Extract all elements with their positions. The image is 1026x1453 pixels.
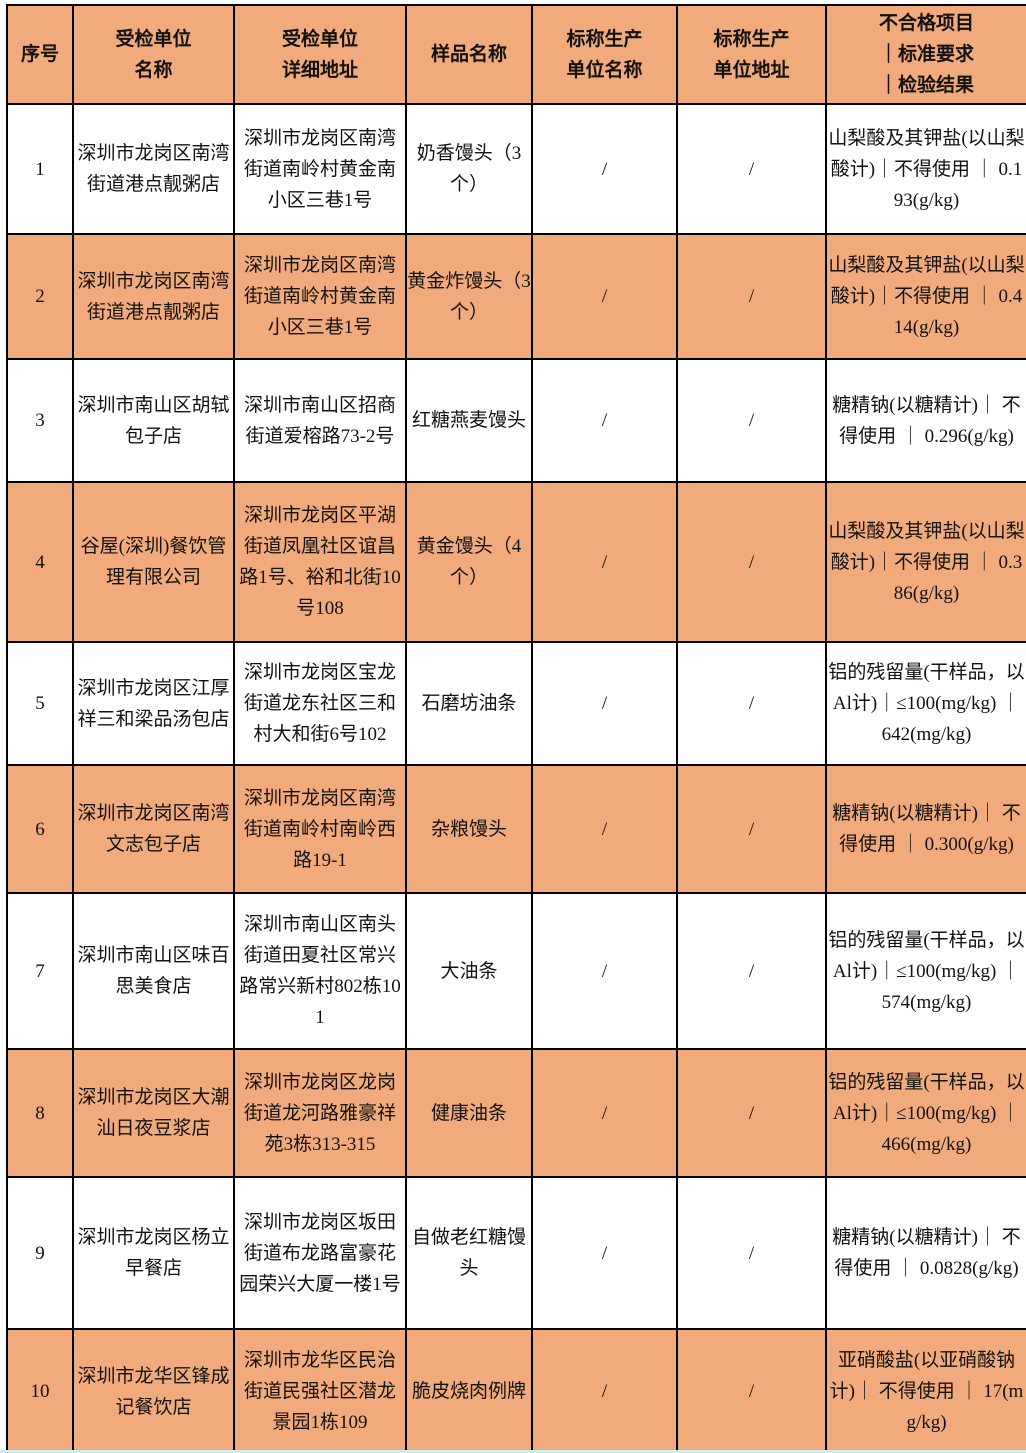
cell-sample-name: 奶香馒头（3个） (405, 103, 533, 235)
cell-serial-number: 8 (6, 1048, 74, 1178)
cell-serial-number: 7 (6, 892, 74, 1050)
cell-producer-name: / (531, 103, 678, 235)
cell-unit-name: 深圳市龙岗区南湾文志包子店 (72, 764, 235, 894)
table-row: 10 深圳市龙华区锋成记餐饮店 深圳市龙华区民治街道民强社区潜龙景园1栋109 脆皮烧… (6, 1328, 1026, 1453)
table-row: 9 深圳市龙岗区杨立早餐店 深圳市龙岗区坂田街道布龙路富豪花园荣兴大厦一楼1号 自做老… (6, 1176, 1026, 1330)
cell-unit-address: 深圳市龙华区民治街道民强社区潜龙景园1栋109 (233, 1328, 407, 1453)
cell-sample-name: 脆皮烧肉例牌 (405, 1328, 533, 1453)
header-producer-name: 标称生产 单位名称 (531, 4, 678, 105)
cell-unit-address: 深圳市龙岗区坂田街道布龙路富豪花园荣兴大厦一楼1号 (233, 1176, 407, 1330)
cell-sample-name: 自做老红糖馒头 (405, 1176, 533, 1330)
cell-producer-name: / (531, 641, 678, 766)
table-row: 5 深圳市龙岗区江厚祥三和梁品汤包店 深圳市龙岗区宝龙街道龙东社区三和村大和街6号1… (6, 641, 1026, 766)
table-header-row: 序号 受检单位 名称 受检单位 详细地址 样品名称 标称生产 单位名称 标称生产… (6, 4, 1026, 105)
table-body: 1 深圳市龙岗区南湾街道港点靓粥店 深圳市龙岗区南湾街道南岭村黄金南小区三巷1号 奶香… (6, 103, 1026, 1453)
cell-serial-number: 3 (6, 358, 74, 483)
table-row: 7 深圳市南山区味百思美食店 深圳市南山区南头街道田夏社区常兴路常兴新村802栋10… (6, 892, 1026, 1050)
cell-result: 山梨酸及其钾盐(以山梨酸计)｜不得使用 ｜ 0.386(g/kg) (825, 481, 1026, 643)
header-unit-address: 受检单位 详细地址 (233, 4, 407, 105)
table-row: 4 谷屋(深圳)餐饮管理有限公司 深圳市龙岗区平湖街道凤凰社区谊昌路1号、裕和北街1… (6, 481, 1026, 643)
cell-producer-name: / (531, 892, 678, 1050)
cell-serial-number: 4 (6, 481, 74, 643)
cell-unit-name: 谷屋(深圳)餐饮管理有限公司 (72, 481, 235, 643)
cell-sample-name: 黄金炸馒头（3个） (405, 233, 533, 360)
cell-serial-number: 6 (6, 764, 74, 894)
cell-sample-name: 黄金馒头（4个） (405, 481, 533, 643)
cell-producer-address: / (676, 358, 827, 483)
cell-serial-number: 9 (6, 1176, 74, 1330)
cell-unit-name: 深圳市龙华区锋成记餐饮店 (72, 1328, 235, 1453)
table-row: 8 深圳市龙岗区大潮汕日夜豆浆店 深圳市龙岗区龙岗街道龙河路雅豪祥苑3栋313-31… (6, 1048, 1026, 1178)
cell-unit-address: 深圳市南山区招商街道爱榕路73-2号 (233, 358, 407, 483)
cell-result: 亚硝酸盐(以亚硝酸钠计)｜ 不得使用 ｜ 17(mg/kg) (825, 1328, 1026, 1453)
cell-producer-name: / (531, 358, 678, 483)
cell-sample-name: 红糖燕麦馒头 (405, 358, 533, 483)
cell-unit-address: 深圳市南山区南头街道田夏社区常兴路常兴新村802栋101 (233, 892, 407, 1050)
inspection-results-table: 序号 受检单位 名称 受检单位 详细地址 样品名称 标称生产 单位名称 标称生产… (6, 4, 1026, 1453)
cell-producer-name: / (531, 233, 678, 360)
cell-unit-name: 深圳市龙岗区南湾街道港点靓粥店 (72, 233, 235, 360)
cell-producer-address: / (676, 641, 827, 766)
cell-producer-address: / (676, 481, 827, 643)
cell-result: 铝的残留量(干样品，以Al计)｜≤100(mg/kg) ｜ 466(mg/kg) (825, 1048, 1026, 1178)
cell-unit-address: 深圳市龙岗区南湾街道南岭村黄金南小区三巷1号 (233, 103, 407, 235)
cell-unit-address: 深圳市龙岗区宝龙街道龙东社区三和村大和街6号102 (233, 641, 407, 766)
cell-unit-name: 深圳市南山区味百思美食店 (72, 892, 235, 1050)
cell-unit-name: 深圳市龙岗区南湾街道港点靓粥店 (72, 103, 235, 235)
cell-serial-number: 5 (6, 641, 74, 766)
cell-sample-name: 石磨坊油条 (405, 641, 533, 766)
table-row: 6 深圳市龙岗区南湾文志包子店 深圳市龙岗区南湾街道南岭村南岭西路19-1 杂粮馒头 /… (6, 764, 1026, 894)
table-row: 3 深圳市南山区胡轼包子店 深圳市南山区招商街道爱榕路73-2号 红糖燕麦馒头 / / 糖精… (6, 358, 1026, 483)
cell-sample-name: 杂粮馒头 (405, 764, 533, 894)
cell-producer-address: / (676, 764, 827, 894)
cell-result: 铝的残留量(干样品，以Al计)｜≤100(mg/kg) ｜ 642(mg/kg) (825, 641, 1026, 766)
cell-producer-name: / (531, 1176, 678, 1330)
table-row: 1 深圳市龙岗区南湾街道港点靓粥店 深圳市龙岗区南湾街道南岭村黄金南小区三巷1号 奶香… (6, 103, 1026, 235)
header-unit-name: 受检单位 名称 (72, 4, 235, 105)
cell-result: 铝的残留量(干样品，以Al计)｜≤100(mg/kg) ｜ 574(mg/kg) (825, 892, 1026, 1050)
cell-result: 糖精钠(以糖精计)｜ 不得使用 ｜ 0.300(g/kg) (825, 764, 1026, 894)
cell-unit-name: 深圳市龙岗区大潮汕日夜豆浆店 (72, 1048, 235, 1178)
cell-unit-address: 深圳市龙岗区龙岗街道龙河路雅豪祥苑3栋313-315 (233, 1048, 407, 1178)
header-producer-address: 标称生产 单位地址 (676, 4, 827, 105)
header-sample-name: 样品名称 (405, 4, 533, 105)
cell-unit-name: 深圳市南山区胡轼包子店 (72, 358, 235, 483)
cell-producer-address: / (676, 892, 827, 1050)
cell-producer-name: / (531, 1048, 678, 1178)
cell-result: 山梨酸及其钾盐(以山梨酸计)｜不得使用 ｜ 0.193(g/kg) (825, 103, 1026, 235)
cell-producer-address: / (676, 103, 827, 235)
cell-producer-address: / (676, 1176, 827, 1330)
table-header: 序号 受检单位 名称 受检单位 详细地址 样品名称 标称生产 单位名称 标称生产… (6, 4, 1026, 105)
cell-serial-number: 10 (6, 1328, 74, 1453)
cell-producer-address: / (676, 1328, 827, 1453)
cell-sample-name: 大油条 (405, 892, 533, 1050)
table-row: 2 深圳市龙岗区南湾街道港点靓粥店 深圳市龙岗区南湾街道南岭村黄金南小区三巷1号 黄金… (6, 233, 1026, 360)
cell-result: 糖精钠(以糖精计)｜ 不得使用 ｜ 0.296(g/kg) (825, 358, 1026, 483)
cell-unit-name: 深圳市龙岗区杨立早餐店 (72, 1176, 235, 1330)
header-result: 不合格项目 ｜标准要求 ｜检验结果 (825, 4, 1026, 105)
cell-serial-number: 2 (6, 233, 74, 360)
cell-producer-address: / (676, 233, 827, 360)
header-serial-number: 序号 (6, 4, 74, 105)
cell-result: 糖精钠(以糖精计)｜ 不得使用 ｜ 0.0828(g/kg) (825, 1176, 1026, 1330)
cell-producer-name: / (531, 1328, 678, 1453)
cell-sample-name: 健康油条 (405, 1048, 533, 1178)
cell-unit-address: 深圳市龙岗区南湾街道南岭村黄金南小区三巷1号 (233, 233, 407, 360)
cell-producer-name: / (531, 481, 678, 643)
cell-unit-address: 深圳市龙岗区南湾街道南岭村南岭西路19-1 (233, 764, 407, 894)
cell-result: 山梨酸及其钾盐(以山梨酸计)｜不得使用 ｜ 0.414(g/kg) (825, 233, 1026, 360)
cell-unit-address: 深圳市龙岗区平湖街道凤凰社区谊昌路1号、裕和北街10号108 (233, 481, 407, 643)
cell-serial-number: 1 (6, 103, 74, 235)
cell-producer-name: / (531, 764, 678, 894)
cell-unit-name: 深圳市龙岗区江厚祥三和梁品汤包店 (72, 641, 235, 766)
cell-producer-address: / (676, 1048, 827, 1178)
